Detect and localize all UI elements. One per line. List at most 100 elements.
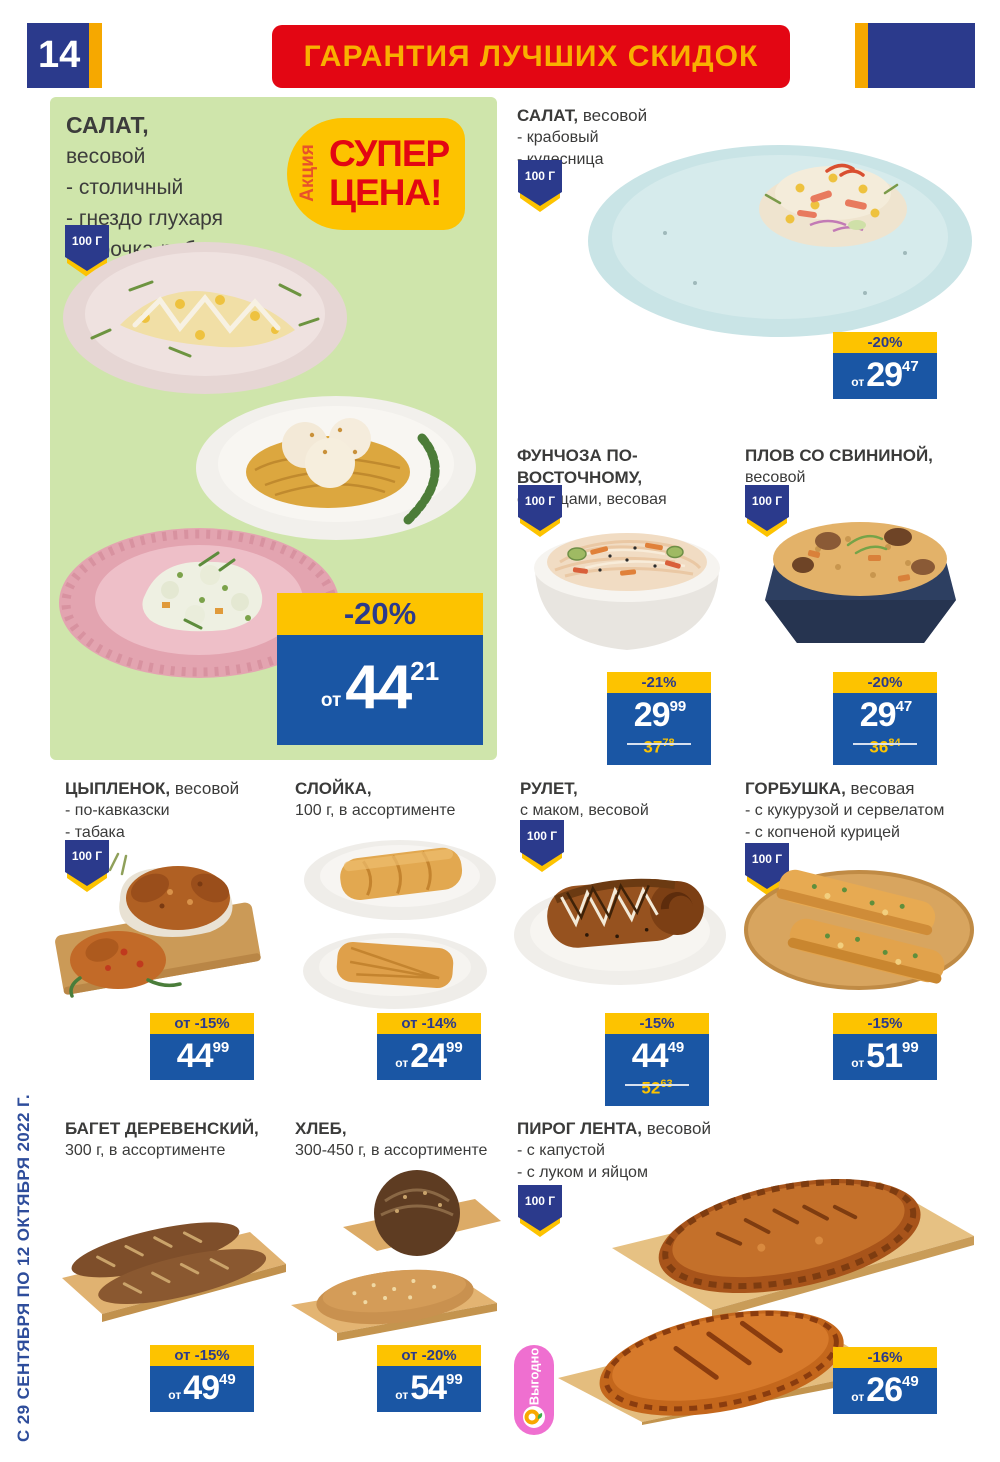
product-title: БАГЕТ ДЕРЕВЕНСКИЙ, — [65, 1119, 259, 1138]
promo-badge-big-text: СУПЕР ЦЕНА! — [329, 133, 450, 213]
svg-text:100 Г: 100 Г — [525, 494, 555, 508]
price-block: -20% от 29 47 — [833, 332, 937, 399]
product-title: ХЛЕБ, — [295, 1119, 347, 1138]
product-image-pirog — [558, 1179, 974, 1425]
header-banner-text: ГАРАНТИЯ ЛУЧШИХ СКИДОК — [303, 39, 759, 73]
page-number-box: 14 — [27, 23, 89, 88]
price-value: от 24 99 — [377, 1034, 481, 1080]
svg-text:100 Г: 100 Г — [527, 829, 557, 843]
price-block: от -14% от 24 99 — [377, 1013, 481, 1080]
product-image-baguette — [62, 1222, 286, 1322]
discount-label: от -15% — [150, 1013, 254, 1034]
product-card-salad-crab[interactable]: САЛАТ, весовой - крабовый - кудесница 10… — [505, 100, 977, 415]
price-value: от 54 99 — [377, 1366, 481, 1412]
price-block: от -15% 44 99 — [150, 1013, 254, 1080]
weight-badge-icon: 100 Г — [518, 160, 562, 212]
product-details: 300 г, в ассортименте — [65, 1142, 226, 1159]
price-block: -15% от 51 99 — [833, 1013, 937, 1080]
vygodno-badge: Выгодно — [514, 1345, 554, 1435]
strikethrough-line — [625, 1084, 689, 1086]
price-block: от -20% от 54 99 — [377, 1345, 481, 1412]
price-value: от 51 99 — [833, 1034, 937, 1080]
product-card-chicken[interactable]: ЦЫПЛЕНОК, весовой - по-кавказски - табак… — [50, 775, 300, 1095]
header-yellow-strip-right — [855, 23, 868, 88]
svg-text:100 Г: 100 Г — [72, 849, 102, 863]
product-image-plov — [765, 522, 956, 643]
discount-label: -21% — [607, 672, 711, 693]
product-title: ПИРОГ ЛЕНТА, — [517, 1119, 642, 1138]
product-image-bread — [291, 1170, 501, 1341]
product-image-funchoza — [534, 533, 720, 650]
product-card-gorbushka[interactable]: ГОРБУШКА, весовая - с кукурузой и сервел… — [740, 775, 978, 1095]
price-value: от 44 21 — [277, 635, 483, 745]
product-details: 100 г, в ассортименте — [295, 802, 456, 819]
header-blue-box-right — [868, 23, 975, 88]
product-card-funchoza[interactable]: ФУНЧОЗА ПО-ВОСТОЧНОМУ, с овощами, весова… — [505, 445, 745, 765]
product-image-rulet — [514, 878, 726, 985]
promo-badge-small-text: Акция — [297, 144, 318, 202]
product-card-sloyka[interactable]: СЛОЙКА, 100 г, в ассортименте от -14% — [295, 775, 505, 1095]
product-card-baguette[interactable]: БАГЕТ ДЕРЕВЕНСКИЙ, 300 г, в ассортименте… — [50, 1115, 300, 1427]
price-value: 29 99 3778 — [607, 693, 711, 765]
discount-label: -20% — [277, 593, 483, 635]
product-details: - с капустой - с луком и яйцом — [517, 1142, 648, 1181]
product-title: РУЛЕТ, — [520, 779, 578, 798]
price-block: от -15% от 49 49 — [150, 1345, 254, 1412]
price-value: 29 47 3684 — [833, 693, 937, 765]
product-title: ГОРБУШКА, — [745, 779, 846, 798]
strikethrough-line — [853, 743, 917, 745]
price-block: -15% 44 49 5263 — [605, 1013, 709, 1106]
discount-label: от -15% — [150, 1345, 254, 1366]
weight-badge-icon: 100 Г — [65, 225, 109, 277]
discount-label: -20% — [833, 332, 937, 353]
product-image-salads — [59, 242, 476, 678]
discount-label: от -14% — [377, 1013, 481, 1034]
promo-badge: Акция СУПЕР ЦЕНА! — [287, 118, 465, 230]
svg-text:100 Г: 100 Г — [525, 169, 555, 183]
discount-label: от -20% — [377, 1345, 481, 1366]
old-price: 3684 — [853, 734, 917, 757]
page-number: 14 — [38, 34, 81, 76]
old-price: 5263 — [625, 1075, 689, 1098]
product-card-pirog-lenta[interactable]: ПИРОГ ЛЕНТА, весовой - с капустой - с лу… — [505, 1115, 985, 1435]
discount-label: -15% — [833, 1013, 937, 1034]
price-value: от 29 47 — [833, 353, 937, 399]
product-title: САЛАТ, — [66, 112, 149, 138]
product-card-salad-stolichny[interactable]: САЛАТ, весовой - столичный - гнездо глух… — [50, 97, 497, 760]
price-block: -20% от 44 21 — [277, 593, 483, 745]
product-card-plov[interactable]: ПЛОВ СО СВИНИНОЙ, весовой 100 Г — [745, 445, 977, 765]
product-details: - с кукурузой и сервелатом - с копченой … — [745, 802, 945, 841]
weight-badge-icon: 100 Г — [520, 820, 564, 872]
product-card-bread[interactable]: ХЛЕБ, 300-450 г, в ассортименте от — [285, 1115, 505, 1427]
svg-text:100 Г: 100 Г — [525, 1194, 555, 1208]
validity-dates: С 29 СЕНТЯБРЯ ПО 12 ОКТЯБРЯ 2022 Г. — [14, 1093, 33, 1442]
product-image-gorbushka — [744, 869, 974, 990]
weight-badge-icon: 100 Г — [745, 843, 789, 895]
product-image-chicken — [55, 852, 261, 998]
price-value: от 26 49 — [833, 1368, 937, 1414]
discount-label: -16% — [833, 1347, 937, 1368]
vygodno-badge-text: Выгодно — [526, 1347, 542, 1406]
product-details: весовой — [745, 469, 806, 486]
weight-badge-icon: 100 Г — [745, 485, 789, 537]
product-title: СЛОЙКА, — [295, 779, 372, 798]
price-block: -21% 29 99 3778 — [607, 672, 711, 765]
price-value: от 49 49 — [150, 1366, 254, 1412]
product-title: ПЛОВ СО СВИНИНОЙ, — [745, 446, 933, 465]
svg-text:100 Г: 100 Г — [752, 852, 782, 866]
product-image-crab-salad — [588, 145, 972, 337]
discount-label: -20% — [833, 672, 937, 693]
product-card-rulet[interactable]: РУЛЕТ, с маком, весовой 100 Г — [505, 775, 745, 1106]
price-block: -16% от 26 49 — [833, 1347, 937, 1414]
weight-badge-icon: 100 Г — [518, 485, 562, 537]
header-yellow-strip-left — [89, 23, 102, 88]
product-details: с маком, весовой — [520, 802, 649, 819]
product-details: - по-кавказски - табака — [65, 802, 170, 841]
price-value: 44 49 5263 — [605, 1034, 709, 1106]
strikethrough-line — [627, 743, 691, 745]
header-banner: ГАРАНТИЯ ЛУЧШИХ СКИДОК — [272, 25, 790, 88]
vygodno-logo-icon — [523, 1406, 545, 1428]
product-details: 300-450 г, в ассортименте — [295, 1142, 488, 1159]
discount-label: -15% — [605, 1013, 709, 1034]
